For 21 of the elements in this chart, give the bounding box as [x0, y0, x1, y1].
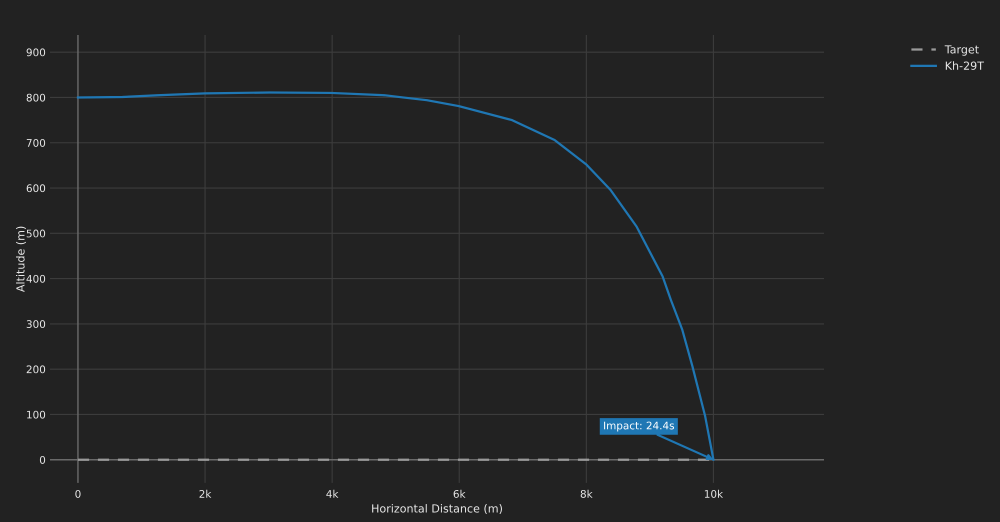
y-tick-label: 900	[26, 48, 46, 56]
annotation: Impact: 24.4s	[604, 422, 674, 432]
x-tick-label: 6k	[454, 490, 466, 498]
legend-label: Target	[944, 45, 979, 56]
y-axis-title: Altitude (m)	[16, 226, 26, 292]
y-tick-label: 400	[26, 274, 46, 283]
x-axis-title: Horizontal Distance (m)	[372, 504, 502, 514]
x-tick-label: 0	[75, 490, 81, 498]
x-tick-label: 8k	[580, 490, 593, 498]
y-tick-label: 800	[26, 94, 46, 102]
y-tick-label: 700	[26, 138, 46, 147]
x-tick-label: 2k	[199, 490, 212, 498]
legend-label: Kh-29T	[946, 61, 984, 70]
x-tick-label: 4k	[326, 490, 338, 498]
y-tick-label: 300	[26, 320, 46, 328]
y-tick-label: 200	[26, 365, 46, 374]
y-tick-label: 600	[26, 184, 46, 192]
y-tick-label: 0	[40, 456, 46, 464]
x-tick-label: 10k	[704, 490, 724, 498]
y-tick-label: 100	[27, 410, 46, 419]
y-tick-label: 500	[26, 230, 46, 238]
